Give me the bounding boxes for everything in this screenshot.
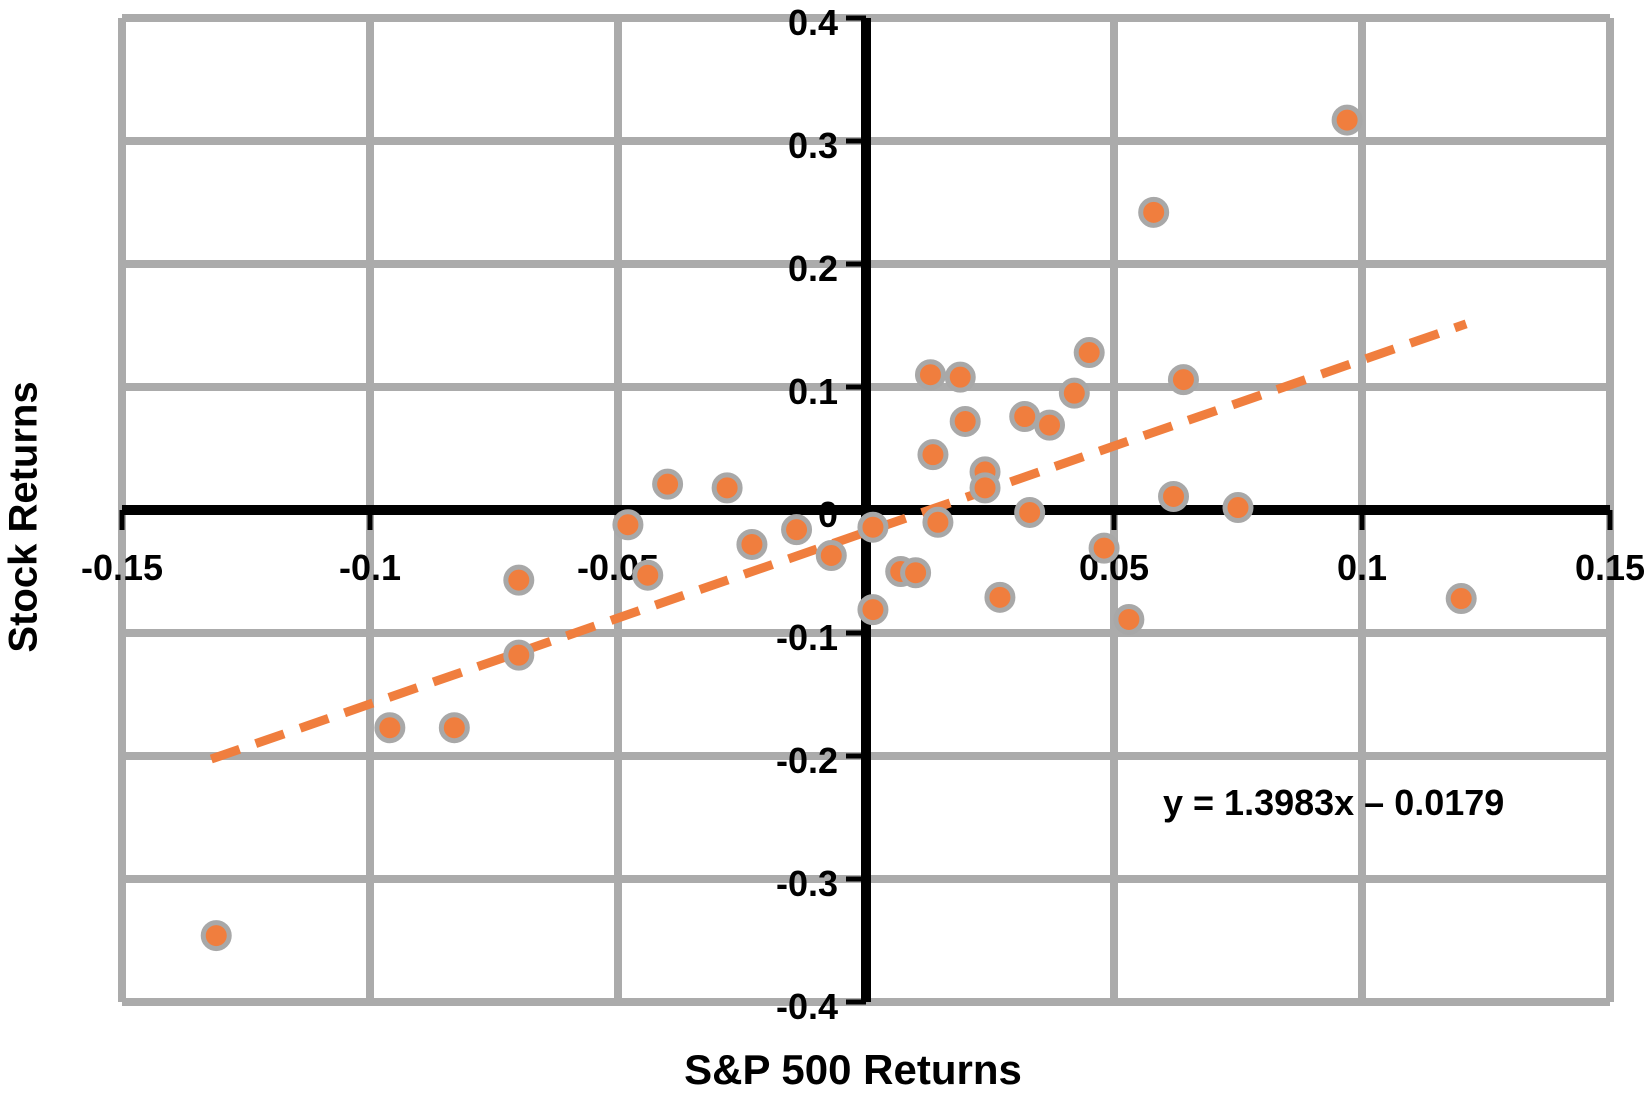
data-point <box>1158 480 1190 512</box>
data-point <box>1331 104 1363 136</box>
data-point <box>612 509 644 541</box>
x-tick-label: -0.15 <box>81 547 163 588</box>
data-point <box>857 594 889 626</box>
x-tick-label: 0.1 <box>1337 547 1387 588</box>
x-axis-title: S&P 500 Returns <box>684 1046 1022 1093</box>
data-point <box>1014 496 1046 528</box>
data-point <box>1073 337 1105 369</box>
data-point <box>711 472 743 504</box>
data-point <box>1113 603 1145 635</box>
data-point <box>374 712 406 744</box>
data-point <box>1167 364 1199 396</box>
data-point <box>969 472 1001 504</box>
data-point <box>503 564 535 596</box>
x-tick-label: 0.15 <box>1575 547 1644 588</box>
data-point <box>922 506 954 538</box>
data-point <box>200 920 232 952</box>
data-point <box>984 581 1016 613</box>
data-point <box>949 405 981 437</box>
data-point <box>1088 532 1120 564</box>
trendline-equation: y = 1.3983x – 0.0179 <box>1163 782 1505 823</box>
data-point <box>1445 583 1477 615</box>
y-tick-label: -0.1 <box>776 617 838 658</box>
data-point <box>1222 492 1254 524</box>
data-point <box>857 511 889 543</box>
y-tick-label: -0.2 <box>776 740 838 781</box>
y-tick-label: 0.4 <box>788 2 838 43</box>
y-tick-label: 0.1 <box>788 371 838 412</box>
y-tick-label: -0.4 <box>776 986 838 1027</box>
data-point <box>503 639 535 671</box>
x-tick-label: -0.1 <box>339 547 401 588</box>
data-point <box>1138 196 1170 228</box>
data-point <box>944 361 976 393</box>
trend-line <box>209 319 1468 764</box>
y-tick-label: 0 <box>818 494 838 535</box>
data-point <box>438 712 470 744</box>
y-tick-label: -0.3 <box>776 863 838 904</box>
data-point <box>652 468 684 500</box>
data-point <box>1034 409 1066 441</box>
y-tick-label: 0.3 <box>788 125 838 166</box>
y-axis-title: Stock Returns <box>1 381 46 653</box>
y-tick-label: 0.2 <box>788 248 838 289</box>
data-point <box>781 514 813 546</box>
data-point <box>815 540 847 572</box>
data-point <box>632 559 664 591</box>
data-point <box>914 359 946 391</box>
data-point <box>1058 377 1090 409</box>
data-point <box>736 528 768 560</box>
data-point <box>1009 401 1041 433</box>
data-point <box>917 439 949 471</box>
data-point <box>900 557 932 589</box>
